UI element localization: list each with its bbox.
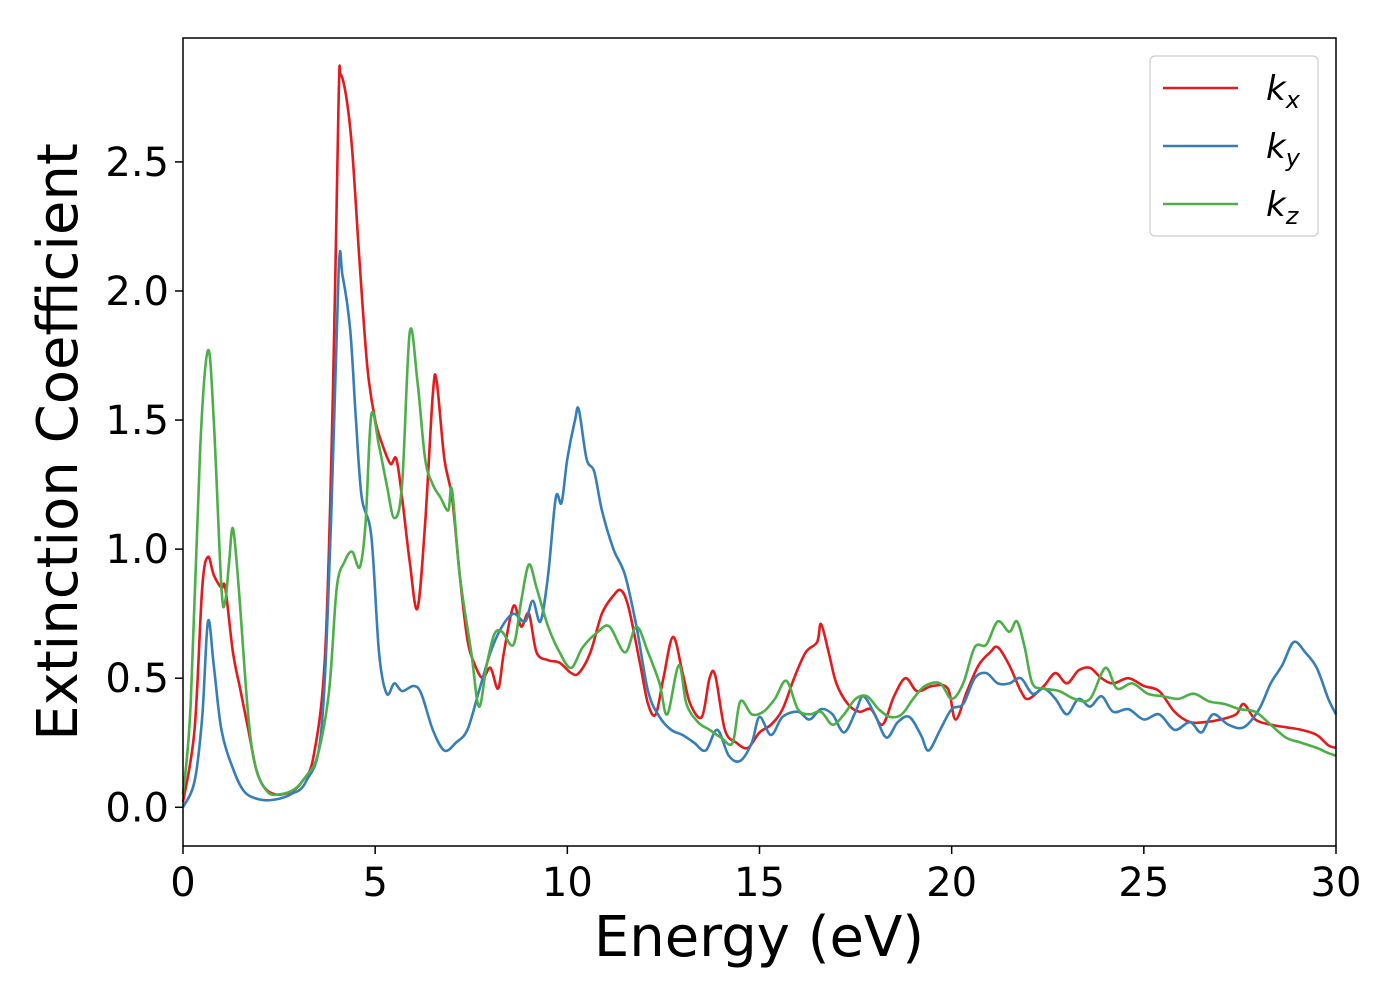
y-tick-label: 2.5 — [105, 140, 169, 186]
legend-label-kx: kx — [1266, 69, 1301, 114]
y-axis-title: Extinction Coefficient — [26, 143, 91, 741]
x-tick-label: 15 — [734, 860, 785, 906]
x-tick-label: 0 — [170, 860, 195, 906]
series-line-kx — [181, 64, 1337, 803]
y-tick-label: 0.5 — [105, 656, 169, 702]
legend-label-kz: kz — [1266, 185, 1300, 230]
y-tick-label: 1.5 — [105, 398, 169, 444]
y-axis: 0.0 0.5 1.0 1.5 2.0 2.5 — [105, 140, 183, 831]
x-tick-label: 5 — [362, 860, 387, 906]
x-tick-label: 20 — [926, 860, 977, 906]
series-line-kz — [181, 327, 1337, 797]
x-tick-label: 25 — [1118, 860, 1169, 906]
x-tick-label: 30 — [1311, 860, 1362, 906]
series-line-ky — [181, 250, 1338, 808]
legend-label-ky: ky — [1266, 127, 1301, 172]
legend: kx ky kz — [1149, 55, 1319, 237]
plot-lines — [181, 64, 1338, 808]
x-tick-label: 10 — [542, 860, 593, 906]
y-tick-label: 2.0 — [105, 269, 169, 315]
x-axis: 0 5 10 15 20 25 30 — [170, 846, 1361, 906]
y-tick-label: 0.0 — [105, 785, 169, 831]
x-axis-title: Energy (eV) — [594, 905, 924, 970]
y-tick-label: 1.0 — [105, 527, 169, 573]
